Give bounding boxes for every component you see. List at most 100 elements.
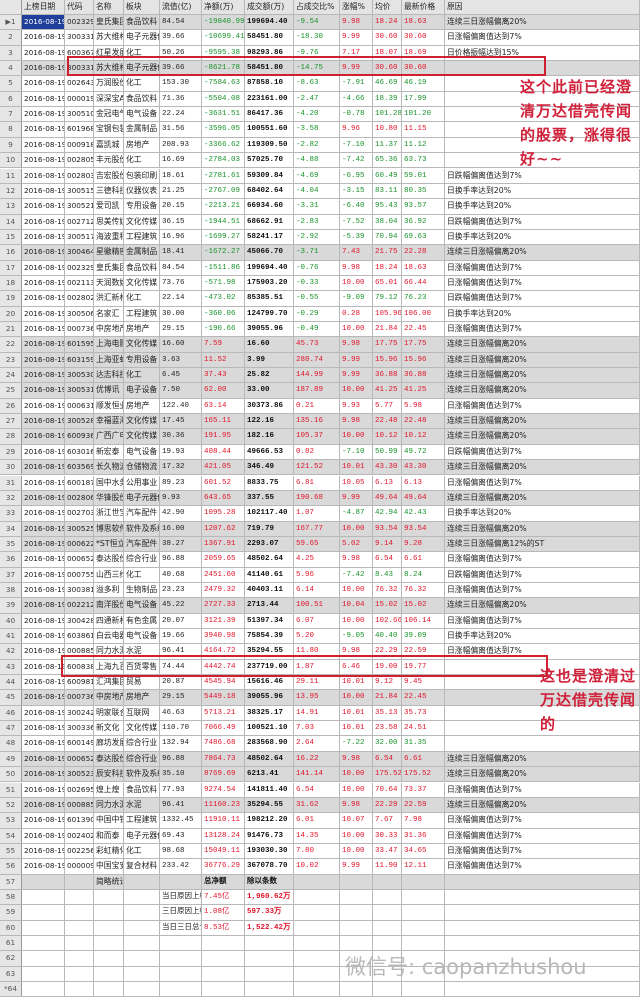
table-row[interactable]: 52016-08-19002643万润股份化工153.30-7584.63878… bbox=[0, 76, 640, 92]
table-row[interactable]: 35 2016-08-19 000622 *ST恒立 汽车配件 38.27 1367.91 2… bbox=[0, 536, 640, 553]
cell-change-pct: -7.52 bbox=[340, 214, 373, 229]
table-row[interactable]: 102016-08-19002805丰元股份化工16.69-2784.03570… bbox=[0, 153, 640, 169]
table-row[interactable]: 232016-08-19603159上海亚虹专用设备3.6311.523.992… bbox=[0, 352, 640, 369]
table-row[interactable]: 332016-08-19002703浙江世宝汽车配件42.901095.2810… bbox=[0, 506, 640, 522]
table-row[interactable]: 72016-08-19300510金冠电气电气设备22.24-3631.5186… bbox=[0, 107, 640, 123]
table-row[interactable]: 182016-08-19002113天润数娱文化传媒73.76-571.9817… bbox=[0, 275, 640, 292]
header-net-amount[interactable]: 净额(万) bbox=[202, 0, 245, 14]
table-row[interactable]: 432016-08-19600838上海九百百货零售74.444442.7423… bbox=[0, 659, 640, 676]
table-row[interactable]: 22016-08-19300331苏大维格电子元器件39.66-10699.41… bbox=[0, 30, 640, 46]
table-row[interactable]: 112016-08-19002803吉宏股份包装印刷18.61-2781.615… bbox=[0, 168, 640, 184]
table-row[interactable]: *64 bbox=[0, 982, 640, 998]
table-row[interactable]: 562016-08-19000009中国宝安复合材料233.4236776.29… bbox=[0, 859, 640, 875]
header-turnover[interactable]: 成交额(万) bbox=[245, 0, 294, 14]
table-row[interactable]: 482016-08-19600149廊坊发展综合行业132.947486.682… bbox=[0, 736, 640, 752]
cell-latest-price: 101.20 bbox=[402, 107, 445, 122]
header-name[interactable]: 名称 bbox=[94, 0, 124, 14]
table-row[interactable]: 13 2016-08-19 300521 爱司凯 专用设备 20.15 -2213.21 66… bbox=[0, 199, 640, 215]
cell-float-cap: 39.66 bbox=[160, 30, 202, 45]
table-row[interactable]: 442016-08-19600981汇鸿集团贸易20.874545.941561… bbox=[0, 675, 640, 691]
cell-code: 002695 bbox=[65, 782, 94, 797]
cell-date: 2016-08-19 bbox=[22, 122, 65, 137]
cell-name: 博思软件 bbox=[94, 521, 124, 536]
table-row[interactable]: 47 2016-08-19 300336 新文化 文化传媒 110.70 7066.49 10… bbox=[0, 721, 640, 737]
table-row[interactable]: 29 2016-08-19 603016 新宏泰 电气设备 19.93 408.44 4966… bbox=[0, 444, 640, 461]
cell-reason: 日涨幅偏离值达到7% bbox=[445, 552, 640, 567]
table-row[interactable]: 462016-08-19300242明家联合互联网46.635713.21383… bbox=[0, 705, 640, 722]
cell-latest-price: 63.73 bbox=[402, 153, 445, 168]
table-row[interactable]: 392016-08-19002212南洋股份电气设备45.222727.3327… bbox=[0, 598, 640, 614]
cell-row-number: 21 bbox=[0, 322, 22, 337]
table-row[interactable]: 20 2016-08-19 300506 名家汇 工程建筑 30.00 -360.06 124… bbox=[0, 306, 640, 322]
table-row[interactable]: 32016-08-19600367红星发展化工50.26-9595.389829… bbox=[0, 45, 640, 62]
header-float-cap[interactable]: 流值(亿) bbox=[160, 0, 202, 14]
cell-net-amount: 601.52 bbox=[202, 475, 245, 490]
table-row[interactable]: 312016-08-19600187国中水务公用事业89.23601.52883… bbox=[0, 475, 640, 491]
table-row[interactable]: 502016-08-19300523辰安科技软件及系统35.108769.696… bbox=[0, 767, 640, 783]
header-row-number[interactable] bbox=[0, 0, 22, 14]
table-row[interactable]: 222016-08-19601595上海电影文化传媒16.607.5916.60… bbox=[0, 337, 640, 353]
table-row[interactable]: 62 bbox=[0, 951, 640, 967]
table-row[interactable]: 122016-08-19300515三德科技仪器仪表21.25-2767.096… bbox=[0, 183, 640, 200]
header-code[interactable]: 代码 bbox=[65, 0, 94, 14]
table-row[interactable]: 152016-08-19300517海波重科工程建筑16.96-1699.275… bbox=[0, 229, 640, 246]
cell-date: 2016-08-19 bbox=[22, 245, 65, 260]
cell-latest-price: 31.36 bbox=[402, 828, 445, 843]
table-row[interactable]: 242016-08-19300530达志科技化工6.4537.4325.8214… bbox=[0, 368, 640, 384]
table-row[interactable]: 9 2016-08-19 000918 嘉凯城 房地产 208.93 -3366.62 119… bbox=[0, 137, 640, 154]
cell-reason: 日换手率达到20% bbox=[445, 183, 640, 199]
cell-change-pct: 10.00 bbox=[340, 322, 373, 337]
table-row[interactable]: 272016-08-19300528幸福蓝海文化传媒17.45165.11122… bbox=[0, 414, 640, 430]
table-row[interactable]: 492016-08-19000652泰达股份综合行业96.887864.7348… bbox=[0, 751, 640, 768]
table-row[interactable]: 452016-08-19000736中房地产房地产29.155449.18390… bbox=[0, 690, 640, 706]
table-row[interactable]: 6 2016-08-19 000019 深深宝A 食品饮料 71.36 -5504.08 22… bbox=[0, 91, 640, 108]
table-row[interactable]: 522016-08-19000885同力水泥水泥96.4111160.23352… bbox=[0, 797, 640, 814]
cell-reason bbox=[445, 889, 640, 905]
table-row[interactable]: 25 2016-08-19 300531 优博讯 电子设备 7.50 62.00 33.00 1… bbox=[0, 383, 640, 399]
cell-share-pct: 29.11 bbox=[294, 675, 340, 690]
table-row[interactable]: 262016-08-19000631顺发恒业房地产122.4063.143037… bbox=[0, 398, 640, 415]
table-row[interactable]: 162016-08-19300464星徽精密金属制品18.41-1672.274… bbox=[0, 245, 640, 261]
table-row[interactable]: 372016-08-19000755山西三维化工40.682451.604114… bbox=[0, 567, 640, 583]
table-row[interactable]: 322016-08-19002806华锋股份电子元器件9.93643.65337… bbox=[0, 490, 640, 507]
table-row[interactable]: 552016-08-19002256彩虹精化化工98.6815049.11193… bbox=[0, 843, 640, 860]
table-row[interactable]: 61 bbox=[0, 936, 640, 952]
header-share-pct[interactable]: 占成交比% bbox=[294, 0, 340, 14]
table-row[interactable]: 172016-08-19002329皇氏集团食品饮料84.54-1511.861… bbox=[0, 260, 640, 276]
table-row[interactable]: 51 2016-08-19 002695 煌上煌 食品饮料 77.93 9274.54 141… bbox=[0, 782, 640, 798]
table-row[interactable]: 63 bbox=[0, 966, 640, 983]
table-row[interactable]: 412016-08-19603861白云电器电气设备19.663940.9875… bbox=[0, 629, 640, 645]
table-row[interactable]: 542016-08-19002402和而泰电子元器件69.4313128.249… bbox=[0, 828, 640, 844]
header-sector[interactable]: 板块 bbox=[124, 0, 160, 14]
table-row[interactable]: 82016-08-19601968宝钢包装金属制品31.56-3596.0510… bbox=[0, 122, 640, 138]
header-reason[interactable]: 原因 bbox=[445, 0, 640, 14]
table-row[interactable]: 192016-08-19002802洪汇新材化工22.14-473.028538… bbox=[0, 291, 640, 307]
cell-net-amount: 4164.72 bbox=[202, 644, 245, 659]
table-row[interactable]: 422016-08-19000885同力水泥水泥96.414164.723529… bbox=[0, 644, 640, 660]
table-row[interactable]: 362016-08-19000652泰达股份综合行业96.882059.6548… bbox=[0, 552, 640, 568]
table-row[interactable]: 342016-08-19300525博思软件软件及系统16.001207.627… bbox=[0, 521, 640, 537]
cell-sector: 金属制品 bbox=[124, 122, 160, 137]
cell-sector bbox=[124, 874, 160, 889]
header-date[interactable]: 上榜日期 bbox=[22, 0, 65, 14]
header-change-pct[interactable]: 涨幅% bbox=[340, 0, 373, 14]
table-row[interactable]: 282016-08-19600936广西广电文化传媒30.36191.95182… bbox=[0, 429, 640, 445]
cell-sector bbox=[124, 889, 160, 905]
cell-latest-price: 31.35 bbox=[402, 736, 445, 751]
table-row[interactable]: 142016-08-19002712思美传媒文化传媒36.15-1944.516… bbox=[0, 214, 640, 230]
table-row[interactable]: 532016-08-19601390中国中铁工程建筑1332.4511910.1… bbox=[0, 813, 640, 829]
table-row[interactable]: 302016-08-19603569长久物流仓储物流17.32421.05346… bbox=[0, 460, 640, 476]
header-avg-price[interactable]: 均价 bbox=[373, 0, 402, 14]
cell-sector: 文化传媒 bbox=[124, 275, 160, 291]
cell-change-pct: 9.98 bbox=[340, 644, 373, 659]
header-latest-price[interactable]: 最新价格 bbox=[402, 0, 445, 14]
table-row[interactable]: ▶12016-08-19002329皇氏集团食品饮料84.54-19040.99… bbox=[0, 15, 640, 31]
cell-float-cap: 18.41 bbox=[160, 245, 202, 260]
table-row[interactable]: 402016-08-19300428四通新材有色金属20.073121.3951… bbox=[0, 613, 640, 629]
table-row[interactable]: 212016-08-19000736中房地产房地产29.15-190.66390… bbox=[0, 322, 640, 338]
table-row[interactable]: 38 2016-08-19 300381 溢多利 生物制品 23.23 2479.32 404… bbox=[0, 582, 640, 599]
